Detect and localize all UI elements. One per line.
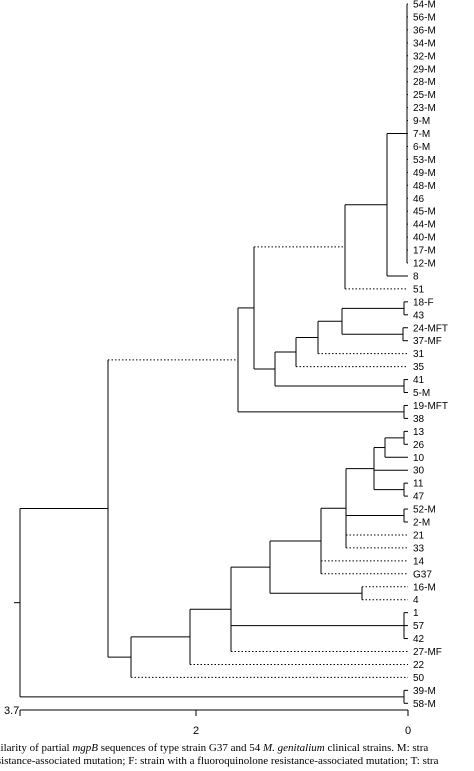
caption-line-1: milarity of partial mgpB sequences of ty… xyxy=(0,742,474,755)
leaf-label: 28-M xyxy=(413,77,436,88)
leaf-label: 19-MFT xyxy=(413,401,448,412)
leaf-label: 26 xyxy=(413,440,425,451)
leaf-label: 58-M xyxy=(413,699,436,710)
leaf-label: 13 xyxy=(413,427,425,438)
leaf-label: 33 xyxy=(413,543,425,554)
leaf-label: 27-MF xyxy=(413,647,442,658)
caption-text: milarity of partial xyxy=(0,742,73,754)
leaf-label: 14 xyxy=(413,556,425,567)
leaf-label: 50 xyxy=(413,673,425,684)
leaf-label: 24-MFT xyxy=(413,323,448,334)
leaf-label: 44-M xyxy=(413,220,436,231)
leaf-label: 53-M xyxy=(413,155,436,166)
leaf-label: 11 xyxy=(413,479,424,490)
leaf-label: 36-M xyxy=(413,25,436,36)
leaf-label: 52-M xyxy=(413,505,436,516)
leaf-label: 57 xyxy=(413,621,425,632)
leaf-label: 29-M xyxy=(413,64,436,75)
leaf-label: 41 xyxy=(413,375,425,386)
leaf-label: 12-M xyxy=(413,259,436,270)
axis-tick-label-right: 0 xyxy=(405,725,411,737)
leaf-label: 6-M xyxy=(413,142,430,153)
leaf-label: 34-M xyxy=(413,38,436,49)
leaf-label: 54-M xyxy=(413,0,436,11)
leaf-label: 8 xyxy=(413,271,419,282)
leaf-label: 23-M xyxy=(413,103,436,114)
leaf-label: 35 xyxy=(413,362,425,373)
axis-tick-label-mid: 2 xyxy=(193,725,199,737)
caption-line-2: esistance-associated mutation; F: strain… xyxy=(0,755,439,767)
leaf-label: 42 xyxy=(413,634,425,645)
caption-gene: mgpB xyxy=(72,742,99,754)
dendrogram-branches xyxy=(14,3,408,704)
axis-tick-label-left: 3.7 xyxy=(4,705,19,717)
leaf-label: 40-M xyxy=(413,233,436,244)
distance-axis: 3.7 2 0 xyxy=(4,705,411,737)
leaf-label: 4 xyxy=(413,595,419,606)
caption-text: clinical strains. M: stra xyxy=(324,742,429,754)
leaf-label: 46 xyxy=(413,194,425,205)
leaf-labels: 54-M56-M 36-M 34-M 32-M 29-M 28-M 25-M 23-M 9-M 7… xyxy=(413,0,448,710)
leaf-label: 43 xyxy=(413,310,425,321)
leaf-label: 37-MF xyxy=(413,336,442,347)
leaf-label: 9-M xyxy=(413,116,430,127)
figure-caption: milarity of partial mgpB sequences of ty… xyxy=(0,742,474,768)
leaf-label: 7-M xyxy=(413,129,430,140)
leaf-label: 32-M xyxy=(413,51,436,62)
leaf-label: 2-M xyxy=(413,518,430,529)
leaf-label: 16-M xyxy=(413,582,436,593)
leaf-label: 17-M xyxy=(413,246,436,257)
leaf-label: 10 xyxy=(413,453,425,464)
leaf-label: G37 xyxy=(413,569,432,580)
leaf-label: 39-M xyxy=(413,686,436,697)
leaf-label: 51 xyxy=(413,284,425,295)
leaf-label: 45-M xyxy=(413,207,436,218)
leaf-label: 22 xyxy=(413,660,425,671)
leaf-label: 31 xyxy=(413,349,425,360)
leaf-label: 56-M xyxy=(413,12,436,23)
caption-text: sequences of type strain G37 and 54 xyxy=(98,742,263,754)
leaf-label: 21 xyxy=(413,530,425,541)
leaf-label: 18-F xyxy=(413,297,434,308)
leaf-label: 49-M xyxy=(413,168,436,179)
leaf-label: 48-M xyxy=(413,181,436,192)
leaf-label: 38 xyxy=(413,414,425,425)
leaf-label: 47 xyxy=(413,492,425,503)
leaf-label: 1 xyxy=(413,608,419,619)
dendrogram: 54-M56-M36-M34-M32-M29-M28-M25-M23-M9-M7… xyxy=(4,0,448,737)
leaf-label: 5-M xyxy=(413,388,430,399)
leaf-label: 30 xyxy=(413,466,425,477)
leaf-label: 25-M xyxy=(413,90,436,101)
caption-species: M. genitalium xyxy=(262,742,325,754)
